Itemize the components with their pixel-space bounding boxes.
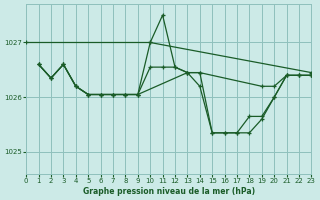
X-axis label: Graphe pression niveau de la mer (hPa): Graphe pression niveau de la mer (hPa) [83,187,255,196]
